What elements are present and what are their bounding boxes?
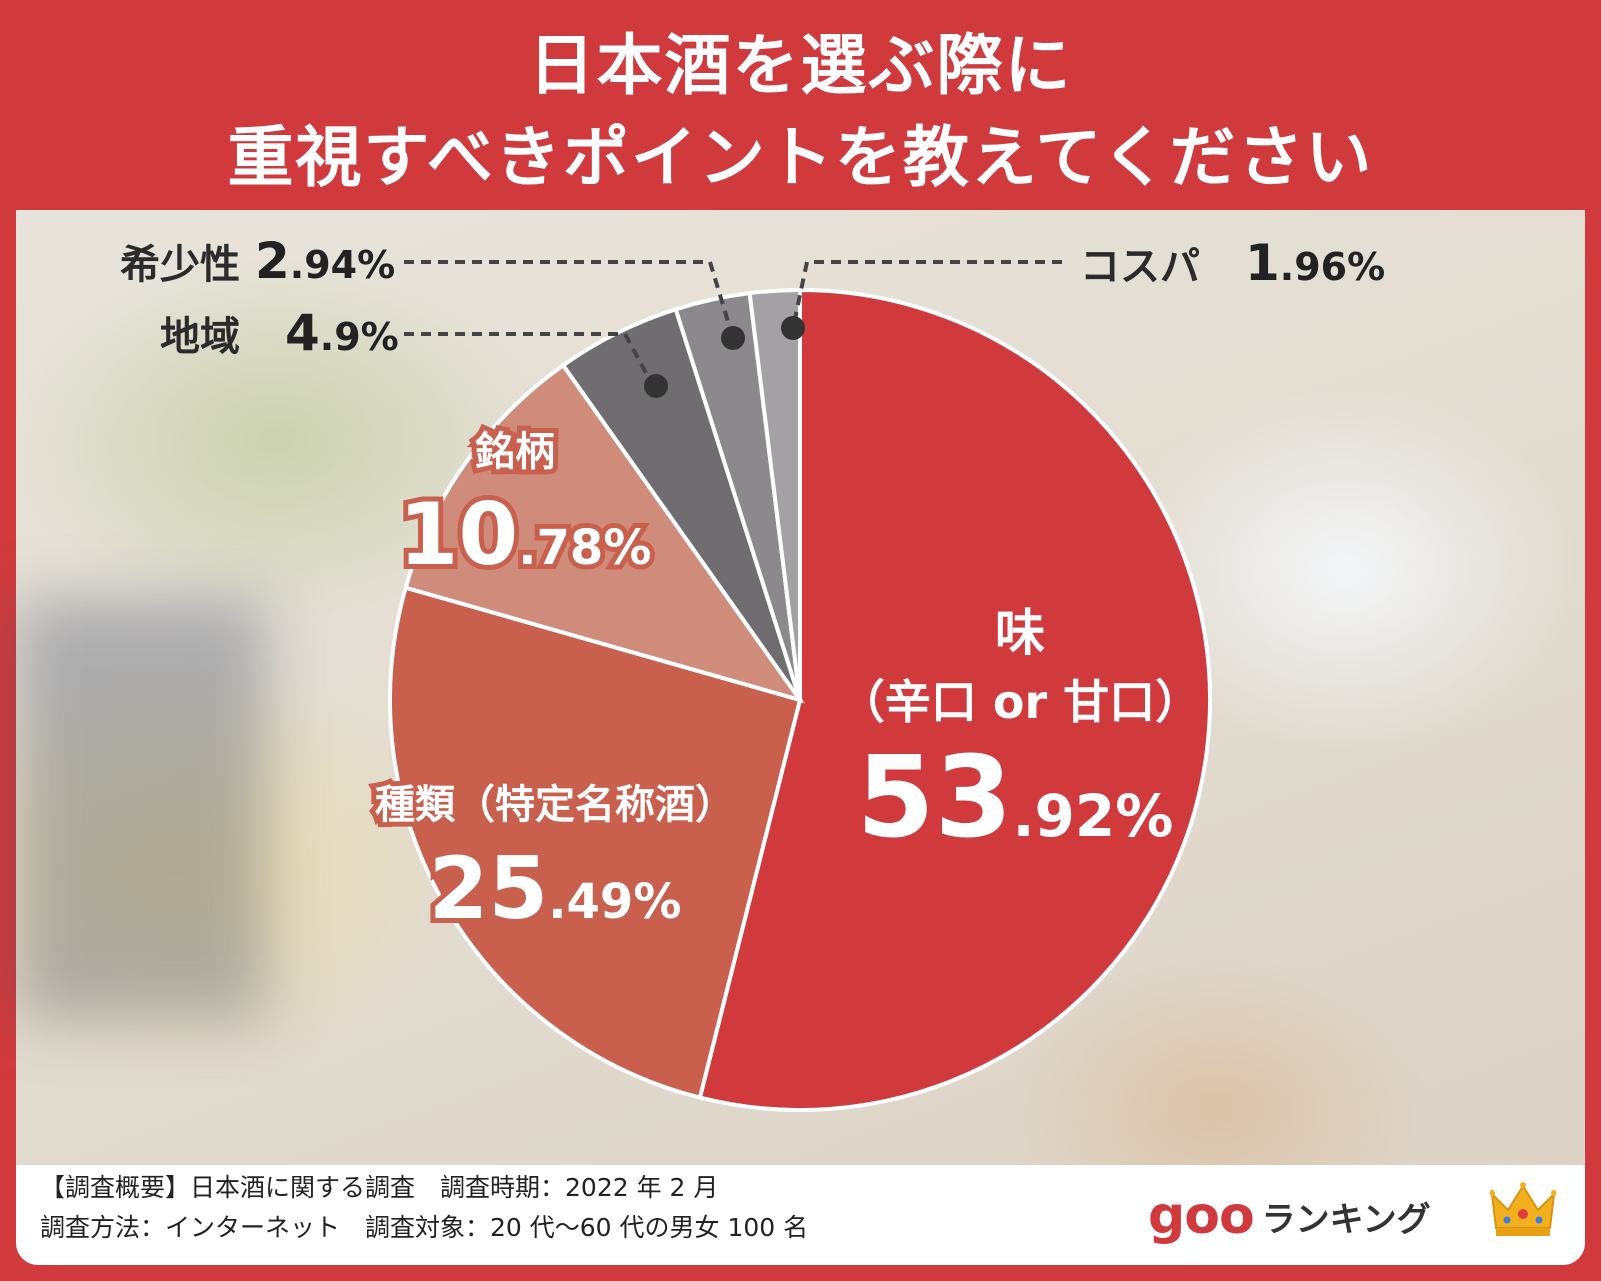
leader-line-region [404, 332, 655, 387]
footer-panel [16, 1165, 1585, 1265]
slice-label-type: 種類（特定名称酒） [375, 782, 735, 828]
slice-value-cospa: 1.96% [1245, 234, 1385, 292]
slice-value-type-int: 25 [429, 839, 549, 939]
slice-brand [403, 362, 805, 704]
leader-dot-cospa [781, 316, 805, 340]
slice-value-region-int: 4 [285, 304, 320, 362]
slice-label-taste: 味 [995, 604, 1045, 662]
leader-dot-rarity [721, 326, 745, 350]
goo-ranking-logo: goo ランキング [1148, 1186, 1431, 1246]
slice-value-cospa-int: 1 [1245, 234, 1280, 292]
logo-brand: goo [1148, 1186, 1255, 1246]
leader-dot-region [644, 374, 668, 398]
slice-type [388, 585, 803, 1101]
logo-text: ランキング [1261, 1199, 1431, 1240]
slice-value-type-dec: .49% [548, 874, 681, 930]
survey-note-line-1: 【調査概要】日本酒に関する調査 調査時期：2022 年 2 月 [40, 1173, 719, 1202]
slice-value-region: 4.9% [285, 304, 399, 362]
slice-value-region-dec: .9% [320, 315, 399, 359]
slice-value-cospa-dec: .96% [1280, 245, 1385, 289]
slice-value-brand: 10.78% [399, 485, 652, 585]
slice-value-brand-int: 10 [399, 485, 519, 585]
title-line-1: 日本酒を選ぶ際に [528, 27, 1073, 104]
slice-taste [697, 287, 1212, 1112]
survey-note-line-2: 調査方法：インターネット 調査対象：20 代～60 代の男女 100 名 [40, 1213, 809, 1242]
slice-label-cospa: コスパ [1080, 244, 1200, 290]
slice-value-taste: 53.92% [857, 733, 1174, 863]
leader-line-rarity [404, 260, 735, 339]
slice-sublabel-taste: （辛口 or 甘口） [839, 675, 1201, 729]
slice-value-taste-dec: .92% [1013, 782, 1174, 850]
slice-cospa [747, 287, 802, 701]
title-line-2: 重視すべきポイントを教えてください [227, 119, 1374, 196]
slice-value-rarity: 2.94% [255, 232, 395, 290]
slice-value-rarity-int: 2 [255, 232, 290, 290]
slice-label-rarity: 希少性 [120, 242, 240, 288]
slice-label-brand: 銘柄 [475, 429, 555, 475]
chart-title: 日本酒を選ぶ際に 重視すべきポイントを教えてください [0, 20, 1601, 204]
crown-icon [1490, 1182, 1556, 1236]
slice-value-taste-int: 53 [857, 733, 1013, 863]
slice-label-region: 地域 [160, 314, 240, 360]
slice-value-type: 25.49% [429, 839, 682, 939]
leader-line-cospa [791, 260, 1062, 329]
slice-value-rarity-dec: .94% [290, 243, 395, 287]
slice-value-brand-dec: .78% [518, 520, 651, 576]
background-photo-shadow [16, 600, 266, 1020]
